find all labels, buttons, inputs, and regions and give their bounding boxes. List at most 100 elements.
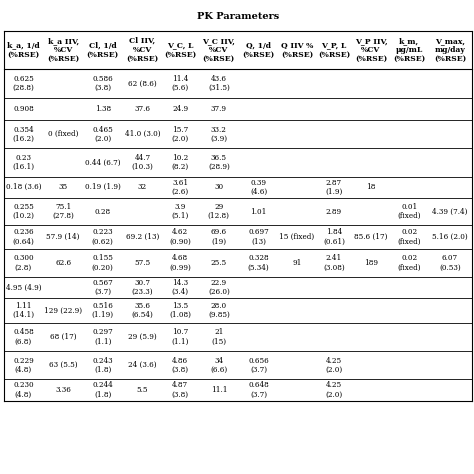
Text: Cl IIV,
%CV
(%RSE): Cl IIV, %CV (%RSE) — [126, 36, 158, 63]
Text: 85.6 (17): 85.6 (17) — [354, 233, 388, 241]
Text: 35.6
(6.54): 35.6 (6.54) — [131, 302, 154, 319]
Text: 34
(6.6): 34 (6.6) — [210, 356, 228, 374]
Text: 1.11
(14.1): 1.11 (14.1) — [12, 302, 35, 319]
Text: V_P IIV,
%CV
(%RSE): V_P IIV, %CV (%RSE) — [355, 36, 387, 63]
Text: 4.62
(0.90): 4.62 (0.90) — [169, 228, 191, 246]
Text: 32: 32 — [138, 183, 147, 191]
Text: k_m,
μg/mL
(%RSE): k_m, μg/mL (%RSE) — [393, 36, 425, 63]
Text: 0.02
(fixed): 0.02 (fixed) — [397, 228, 421, 246]
Text: 0.39
(4.6): 0.39 (4.6) — [250, 179, 267, 196]
Text: Q, 1/d
(%RSE): Q, 1/d (%RSE) — [243, 41, 275, 58]
Text: 0.223
(0.62): 0.223 (0.62) — [92, 228, 114, 246]
Text: 0.297
(1.1): 0.297 (1.1) — [92, 328, 113, 346]
Text: 0.19 (1.9): 0.19 (1.9) — [85, 183, 121, 191]
Text: 35: 35 — [59, 183, 68, 191]
Text: 0.697
(13): 0.697 (13) — [248, 228, 269, 246]
Text: 0.18 (3.6): 0.18 (3.6) — [6, 183, 41, 191]
Text: 24.9: 24.9 — [172, 105, 188, 113]
Text: 30: 30 — [214, 183, 223, 191]
Text: 0.255
(10.2): 0.255 (10.2) — [12, 203, 35, 220]
Text: 10.2
(8.2): 10.2 (8.2) — [172, 154, 189, 171]
Text: 57.9 (14): 57.9 (14) — [46, 233, 80, 241]
Text: 0.23
(16.1): 0.23 (16.1) — [12, 154, 35, 171]
Text: 15.7
(2.0): 15.7 (2.0) — [172, 126, 189, 143]
Text: 0.586
(3.8): 0.586 (3.8) — [92, 75, 113, 92]
Text: Cl, 1/d
(%RSE): Cl, 1/d (%RSE) — [87, 41, 119, 58]
Text: 43.6
(31.5): 43.6 (31.5) — [208, 75, 230, 92]
Text: 0.229
(4.8): 0.229 (4.8) — [13, 356, 34, 374]
Text: Q IIV %
(%RSE): Q IIV % (%RSE) — [281, 41, 313, 58]
Text: 33.2
(3.9): 33.2 (3.9) — [210, 126, 228, 143]
Text: 0.354
(16.2): 0.354 (16.2) — [12, 126, 35, 143]
Text: 0.01
(fixed): 0.01 (fixed) — [397, 203, 421, 220]
Text: 36.5
(28.9): 36.5 (28.9) — [208, 154, 230, 171]
Text: 4.68
(0.99): 4.68 (0.99) — [169, 255, 191, 272]
Text: 129 (22.9): 129 (22.9) — [44, 307, 82, 315]
Text: 2.87
(1.9): 2.87 (1.9) — [325, 179, 343, 196]
Text: 4.39 (7.4): 4.39 (7.4) — [432, 208, 468, 216]
Text: 24 (3.6): 24 (3.6) — [128, 361, 157, 369]
Text: 13.5
(1.08): 13.5 (1.08) — [169, 302, 191, 319]
Text: 69.2 (13): 69.2 (13) — [126, 233, 159, 241]
Text: 6.07
(0.53): 6.07 (0.53) — [439, 255, 461, 272]
Text: 0 (fixed): 0 (fixed) — [48, 130, 78, 138]
Text: 2.89: 2.89 — [326, 208, 342, 216]
Text: 44.7
(10.3): 44.7 (10.3) — [131, 154, 154, 171]
Text: V_max,
mg/day
(%RSE): V_max, mg/day (%RSE) — [434, 36, 466, 63]
Text: 0.516
(1.19): 0.516 (1.19) — [91, 302, 114, 319]
Text: 63 (5.5): 63 (5.5) — [49, 361, 77, 369]
Text: 11.1: 11.1 — [210, 386, 227, 394]
Text: V_C IIV,
%CV
(%RSE): V_C IIV, %CV (%RSE) — [202, 36, 235, 63]
Text: 10.7
(1.1): 10.7 (1.1) — [172, 328, 189, 346]
Text: 0.458
(6.8): 0.458 (6.8) — [13, 328, 34, 346]
Text: 0.648
(3.7): 0.648 (3.7) — [248, 381, 269, 399]
Text: 2.41
(3.08): 2.41 (3.08) — [323, 255, 345, 272]
Text: 0.28: 0.28 — [95, 208, 111, 216]
Text: 4.25
(2.0): 4.25 (2.0) — [325, 356, 343, 374]
Text: 91: 91 — [292, 259, 301, 267]
Text: 4.25
(2.0): 4.25 (2.0) — [325, 381, 343, 399]
Text: 0.300
(2.8): 0.300 (2.8) — [13, 255, 34, 272]
Text: 1.01: 1.01 — [251, 208, 267, 216]
Text: 57.5: 57.5 — [134, 259, 150, 267]
Text: k_a IIV,
%CV
(%RSE): k_a IIV, %CV (%RSE) — [47, 36, 79, 63]
Text: 0.328
(5.34): 0.328 (5.34) — [248, 255, 270, 272]
Text: 21
(15): 21 (15) — [211, 328, 227, 346]
Text: 0.567
(3.7): 0.567 (3.7) — [92, 279, 113, 296]
Text: 29 (5.9): 29 (5.9) — [128, 333, 157, 341]
Text: 3.9
(5.1): 3.9 (5.1) — [172, 203, 189, 220]
Text: 0.155
(0.20): 0.155 (0.20) — [92, 255, 114, 272]
Text: 62 (8.6): 62 (8.6) — [128, 79, 157, 87]
Text: 0.243
(1.8): 0.243 (1.8) — [92, 356, 113, 374]
Text: 5.16 (2.0): 5.16 (2.0) — [432, 233, 468, 241]
Text: 0.244
(1.8): 0.244 (1.8) — [92, 381, 113, 399]
Text: 29
(12.8): 29 (12.8) — [208, 203, 230, 220]
Text: 37.6: 37.6 — [135, 105, 150, 113]
Text: 3.61
(2.6): 3.61 (2.6) — [172, 179, 189, 196]
Text: 0.625
(28.8): 0.625 (28.8) — [12, 75, 35, 92]
Text: 69.6
(19): 69.6 (19) — [211, 228, 227, 246]
Text: 0.02
(fixed): 0.02 (fixed) — [397, 255, 421, 272]
Text: 0.656
(3.7): 0.656 (3.7) — [248, 356, 269, 374]
Text: V_P, L
(%RSE): V_P, L (%RSE) — [318, 41, 350, 58]
Text: k_a, 1/d
(%RSE): k_a, 1/d (%RSE) — [7, 41, 40, 58]
Text: 28.0
(9.85): 28.0 (9.85) — [208, 302, 230, 319]
Text: 75.1
(27.8): 75.1 (27.8) — [52, 203, 74, 220]
Text: 25.5: 25.5 — [211, 259, 227, 267]
Text: 68 (17): 68 (17) — [50, 333, 76, 341]
Text: 3.36: 3.36 — [55, 386, 71, 394]
Text: 30.7
(23.3): 30.7 (23.3) — [132, 279, 153, 296]
Text: 15 (fixed): 15 (fixed) — [279, 233, 315, 241]
Text: 37.9: 37.9 — [211, 105, 227, 113]
Text: V_C, L
(%RSE): V_C, L (%RSE) — [164, 41, 196, 58]
Text: 189: 189 — [364, 259, 378, 267]
Text: 11.4
(5.6): 11.4 (5.6) — [172, 75, 189, 92]
Text: 0.465
(2.0): 0.465 (2.0) — [92, 126, 113, 143]
Text: 0.230
(4.8): 0.230 (4.8) — [13, 381, 34, 399]
Text: 5.5: 5.5 — [137, 386, 148, 394]
Text: 18: 18 — [366, 183, 376, 191]
Text: 62.6: 62.6 — [55, 259, 71, 267]
Text: 14.3
(3.4): 14.3 (3.4) — [172, 279, 189, 296]
Text: 22.9
(26.0): 22.9 (26.0) — [208, 279, 230, 296]
Text: 1.38: 1.38 — [95, 105, 111, 113]
